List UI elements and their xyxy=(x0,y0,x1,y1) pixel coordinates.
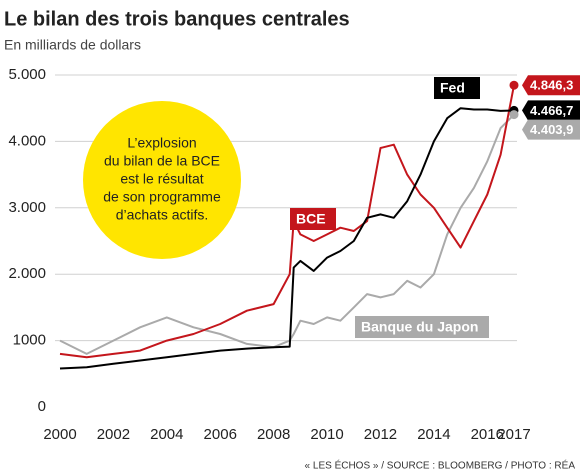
end-label: 4.403,9 xyxy=(530,122,573,137)
series-line xyxy=(59,107,515,370)
y-tick-label: 1000 xyxy=(13,332,46,349)
y-tick-label: 3.000 xyxy=(8,199,46,216)
x-tick-label: 2006 xyxy=(204,426,237,443)
y-tick-label: 2.000 xyxy=(8,265,46,282)
end-label-box xyxy=(522,100,580,121)
chart-title: Le bilan des trois banques centrales xyxy=(4,8,350,30)
y-tick-label: 4.000 xyxy=(8,132,46,149)
series-label: Banque du Japon xyxy=(361,319,478,335)
end-point xyxy=(509,110,519,120)
annotation-text: du bilan de la BCE xyxy=(104,153,220,169)
annotation-text: L’explosion xyxy=(127,135,196,151)
end-label-box xyxy=(522,119,580,140)
x-tick-label: 2012 xyxy=(364,426,397,443)
source: « LES ÉCHOS » / SOURCE : BLOOMBERG / PHO… xyxy=(305,459,576,472)
series-label: Fed xyxy=(440,80,465,96)
x-tick-label: 2008 xyxy=(257,426,290,443)
end-point xyxy=(509,80,519,90)
x-tick-label: 2002 xyxy=(97,426,130,443)
annotation-text: de son programme xyxy=(103,189,221,205)
x-tick-label: 2004 xyxy=(150,426,183,443)
annotation-bubble xyxy=(83,101,241,259)
series-label-box xyxy=(355,316,489,338)
x-tick-label: 2017 xyxy=(497,426,530,443)
annotation-text: d’achats actifs. xyxy=(116,207,209,223)
series-label-box xyxy=(290,208,336,230)
series-line xyxy=(59,85,515,359)
y-tick-label: 0 xyxy=(38,398,46,415)
series-line xyxy=(59,113,515,355)
annotation-text: est le résultat xyxy=(120,171,203,187)
x-tick-label: 2016 xyxy=(471,426,504,443)
x-tick-label: 2010 xyxy=(310,426,343,443)
series-label: BCE xyxy=(296,211,326,227)
end-label-box xyxy=(522,75,580,96)
end-label: 4.846,3 xyxy=(530,78,573,93)
y-tick-label: 5.000 xyxy=(8,66,46,83)
x-tick-label: 2014 xyxy=(417,426,450,443)
series-label-box xyxy=(434,77,480,99)
end-label: 4.466,7 xyxy=(530,103,573,118)
chart-subtitle: En milliards de dollars xyxy=(4,37,141,53)
x-tick-label: 2000 xyxy=(43,426,76,443)
